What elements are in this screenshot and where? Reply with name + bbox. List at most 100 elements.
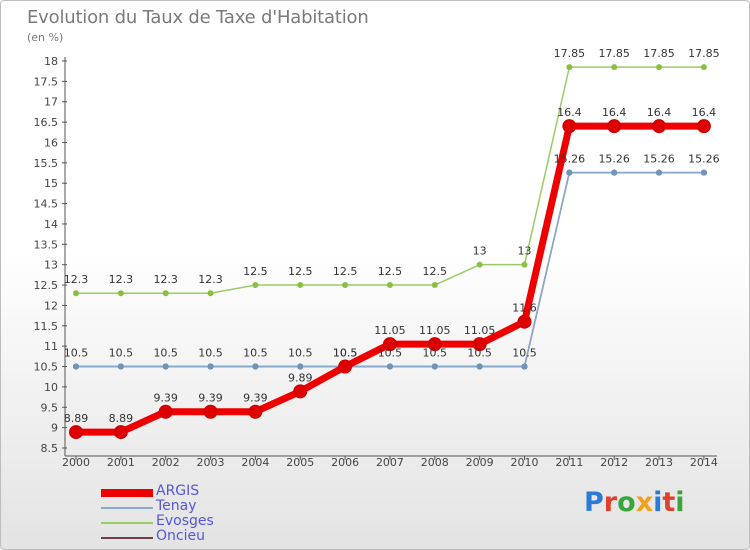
y-tick-label: 10.5 xyxy=(34,361,59,374)
y-tick-label: 17 xyxy=(44,96,58,109)
data-label: 12.5 xyxy=(423,265,448,278)
data-label: 10.5 xyxy=(378,347,403,360)
data-point xyxy=(293,384,308,399)
logo-letter: r xyxy=(603,487,618,518)
data-point xyxy=(611,64,618,71)
data-label: 9.89 xyxy=(288,371,313,384)
data-label: 9.39 xyxy=(153,392,178,405)
legend-swatch xyxy=(101,507,153,509)
data-label: 17.85 xyxy=(554,47,586,60)
data-label: 13 xyxy=(518,245,532,258)
y-tick-label: 16.5 xyxy=(34,116,59,129)
y-tick-label: 15 xyxy=(44,177,58,190)
data-label: 10.5 xyxy=(64,347,89,360)
data-label: 17.85 xyxy=(643,47,675,60)
data-point xyxy=(73,290,79,297)
data-point xyxy=(566,64,573,71)
unit-label: (en %) xyxy=(27,31,64,44)
data-label: 16.4 xyxy=(602,106,627,119)
data-label: 9.39 xyxy=(243,392,268,405)
y-tick-label: 14.5 xyxy=(34,198,59,211)
chart-title: Evolution du Taux de Taxe d'Habitation xyxy=(27,7,369,28)
data-label: 16.4 xyxy=(692,106,717,119)
data-point xyxy=(562,119,577,134)
data-point xyxy=(427,337,442,352)
data-point xyxy=(162,363,169,370)
data-label: 10.5 xyxy=(153,347,178,360)
data-label: 12.5 xyxy=(333,265,358,278)
data-label: 12.3 xyxy=(64,273,89,286)
x-tick-label: 2000 xyxy=(62,456,90,469)
data-point xyxy=(207,363,214,370)
data-label: 10.5 xyxy=(423,347,448,360)
data-label: 10.5 xyxy=(512,347,537,360)
data-label: 10.5 xyxy=(288,347,313,360)
data-label: 8.89 xyxy=(109,412,134,425)
data-point xyxy=(476,363,483,370)
y-tick-label: 10 xyxy=(44,381,58,394)
logo-letter: i xyxy=(675,487,685,518)
y-tick-label: 18 xyxy=(44,55,58,68)
data-label: 10.5 xyxy=(333,347,358,360)
data-point xyxy=(382,337,397,352)
data-point xyxy=(566,169,573,176)
data-label: 15.26 xyxy=(643,153,675,166)
data-label: 10.5 xyxy=(333,347,358,360)
data-label: 10.5 xyxy=(467,347,492,360)
data-label: 9.39 xyxy=(198,392,223,405)
y-tick-label: 12.5 xyxy=(34,279,59,292)
legend-label: Tenay xyxy=(156,498,197,514)
logo-letter: i xyxy=(653,487,663,518)
data-point xyxy=(252,363,259,370)
data-label: 17.85 xyxy=(598,47,630,60)
data-label: 16.4 xyxy=(647,106,672,119)
data-point xyxy=(158,404,173,419)
data-point xyxy=(700,169,707,176)
data-point xyxy=(652,119,667,134)
x-tick-label: 2005 xyxy=(286,456,314,469)
data-point xyxy=(431,363,438,370)
data-point xyxy=(203,404,218,419)
data-point xyxy=(386,363,393,370)
data-point xyxy=(656,169,663,176)
data-point xyxy=(69,425,83,440)
data-point xyxy=(297,363,304,370)
data-label: 12.3 xyxy=(198,273,223,286)
x-tick-label: 2004 xyxy=(241,456,269,469)
x-tick-label: 2002 xyxy=(152,456,180,469)
legend-swatch xyxy=(101,537,153,539)
data-point xyxy=(517,314,532,329)
x-tick-label: 2003 xyxy=(197,456,225,469)
y-tick-label: 9 xyxy=(51,422,58,435)
y-tick-label: 16 xyxy=(44,136,58,149)
y-tick-label: 9.5 xyxy=(41,401,59,414)
data-label: 12.5 xyxy=(243,265,268,278)
data-point xyxy=(696,119,711,134)
y-tick-label: 15.5 xyxy=(34,157,59,170)
data-point xyxy=(521,363,528,370)
legend-label: Evosges xyxy=(156,513,214,529)
series-line-evosges xyxy=(76,66,704,294)
data-label: 16.4 xyxy=(557,106,582,119)
data-point xyxy=(386,282,393,289)
x-tick-label: 2008 xyxy=(421,456,449,469)
data-point xyxy=(431,282,438,289)
data-point xyxy=(207,290,214,297)
y-tick-label: 17.5 xyxy=(34,75,59,88)
data-label: 12.5 xyxy=(288,265,313,278)
y-tick-label: 11.5 xyxy=(34,320,59,333)
x-tick-label: 2013 xyxy=(645,456,673,469)
x-tick-label: 2010 xyxy=(511,456,539,469)
data-label: 15.26 xyxy=(554,153,586,166)
logo-letter: o xyxy=(617,487,636,518)
x-tick-label: 2009 xyxy=(466,456,494,469)
x-tick-label: 2012 xyxy=(600,456,628,469)
data-point xyxy=(611,169,618,176)
y-tick-label: 13.5 xyxy=(34,238,59,251)
data-point xyxy=(472,337,487,352)
y-tick-label: 8.5 xyxy=(41,442,59,455)
data-point xyxy=(113,425,128,440)
logo-letter: P xyxy=(584,487,604,518)
data-point xyxy=(162,290,169,297)
